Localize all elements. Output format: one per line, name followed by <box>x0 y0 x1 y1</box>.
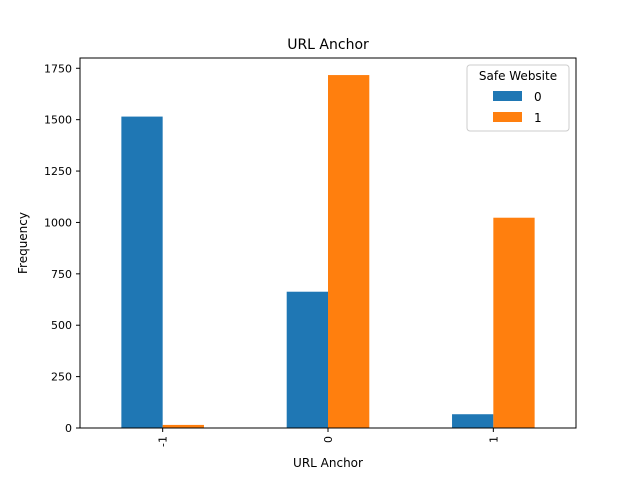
y-tick-label: 500 <box>51 319 72 332</box>
y-tick-label: 1500 <box>44 114 72 127</box>
bar-series-1-cat-1 <box>493 217 535 428</box>
legend: Safe Website 0 1 <box>466 64 570 132</box>
bar-series-1-cat-0 <box>328 75 370 429</box>
chart-title: URL Anchor <box>287 37 369 53</box>
bar-series-0-cat-0 <box>286 291 328 428</box>
x-tick-label: 1 <box>487 436 500 443</box>
legend-label-0: 0 <box>534 90 542 104</box>
x-tick-label: 0 <box>322 436 335 443</box>
legend-swatch-1 <box>493 112 522 122</box>
bar-series-0-cat-1 <box>452 414 494 428</box>
y-axis: 0 250 500 750 1000 1250 1500 1750 <box>44 62 80 435</box>
legend-swatch-0 <box>493 91 522 101</box>
y-tick-label: 250 <box>51 371 72 384</box>
y-tick-label: 0 <box>65 422 72 435</box>
x-tick-label: -1 <box>157 436 170 447</box>
plot-area <box>121 75 535 429</box>
bar-series-1-cat--1 <box>162 424 204 428</box>
x-axis-label: URL Anchor <box>293 456 363 470</box>
legend-title: Safe Website <box>479 69 557 83</box>
y-tick-label: 1750 <box>44 62 72 75</box>
y-axis-label: Frequency <box>16 212 30 274</box>
legend-label-1: 1 <box>534 111 542 125</box>
y-tick-label: 1000 <box>44 216 72 229</box>
bar-series-0-cat--1 <box>121 116 163 428</box>
y-tick-label: 750 <box>51 268 72 281</box>
x-axis: -1 0 1 <box>157 428 500 447</box>
y-tick-label: 1250 <box>44 165 72 178</box>
